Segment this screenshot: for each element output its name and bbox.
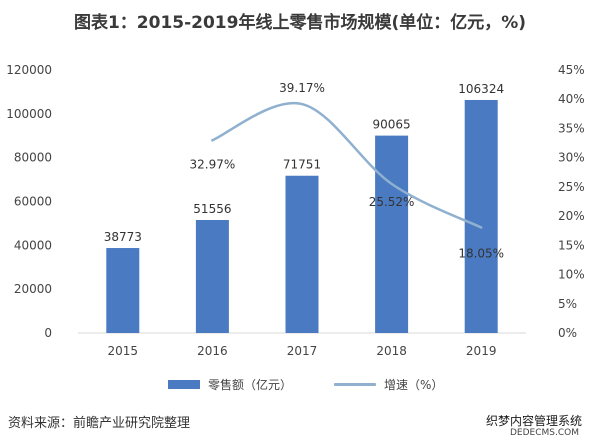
line-value-label: 39.17% <box>279 81 325 95</box>
source-note: 资料来源：前瞻产业研究院整理 <box>8 416 191 431</box>
y-left-tick-label: 20000 <box>14 282 52 296</box>
y-left-tick-label: 80000 <box>14 151 52 165</box>
y-left-tick-label: 100000 <box>6 107 52 121</box>
y-right-tick-label: 40% <box>558 92 585 106</box>
axes: 0 20000 40000 60000 80000 100000 120000 0% 5% 10%… <box>6 63 584 358</box>
bar <box>464 99 498 333</box>
bar-value-label: 51556 <box>193 202 231 216</box>
watermark-domain: DEDECMS.COM <box>510 428 579 438</box>
bar-series <box>106 99 498 333</box>
y-left-tick-label: 0 <box>44 326 52 340</box>
y-right-tick-label: 30% <box>558 151 585 165</box>
chart-title: 图表1：2015-2019年线上零售市场规模(单位：亿元，%) <box>73 13 527 33</box>
y-right-tick-label: 0% <box>558 326 577 340</box>
x-tick-label: 2019 <box>466 344 497 358</box>
watermark-text: 织梦内容管理系统 <box>486 414 583 428</box>
y-right-tick-label: 35% <box>558 121 585 135</box>
y-left-tick-label: 120000 <box>6 63 52 77</box>
bar-value-label: 90065 <box>373 118 411 132</box>
line-value-label: 25.52% <box>369 195 415 209</box>
x-tick-label: 2016 <box>197 344 228 358</box>
y-left-tick-label: 60000 <box>14 195 52 209</box>
legend-item-bar: 零售额（亿元） <box>168 376 292 393</box>
growth-line <box>211 101 483 229</box>
bar <box>106 248 140 333</box>
line-series <box>211 101 483 229</box>
bar <box>375 135 409 333</box>
y-right-tick-label: 15% <box>558 238 585 252</box>
legend-line-label: 增速（%） <box>384 378 444 392</box>
bar-value-label: 106324 <box>458 82 504 96</box>
legend-bar-label: 零售额（亿元） <box>208 378 293 392</box>
bar-value-label: 71751 <box>283 158 321 172</box>
y-right-tick-label: 10% <box>558 268 585 282</box>
legend-line-swatch <box>334 383 376 386</box>
x-tick-label: 2015 <box>108 344 139 358</box>
x-tick-label: 2018 <box>376 344 407 358</box>
y-right-tick-label: 20% <box>558 209 585 223</box>
legend-item-line: 增速（%） <box>334 376 443 393</box>
y-right-tick-label: 25% <box>558 180 585 194</box>
bar <box>285 175 319 333</box>
line-value-label: 18.05% <box>458 247 504 261</box>
bar-value-label: 38773 <box>104 230 142 244</box>
legend: 零售额（亿元） 增速（%） <box>0 376 600 396</box>
y-right-tick-label: 5% <box>558 297 577 311</box>
x-tick-label: 2017 <box>287 344 318 358</box>
bar <box>195 220 229 333</box>
data-labels: 38773 51556 71751 90065 106324 32.97% 39.17% 25… <box>104 81 504 260</box>
y-right-tick-label: 45% <box>558 63 585 77</box>
line-value-label: 32.97% <box>190 157 236 171</box>
y-left-tick-label: 40000 <box>14 238 52 252</box>
legend-bar-swatch <box>168 380 200 389</box>
